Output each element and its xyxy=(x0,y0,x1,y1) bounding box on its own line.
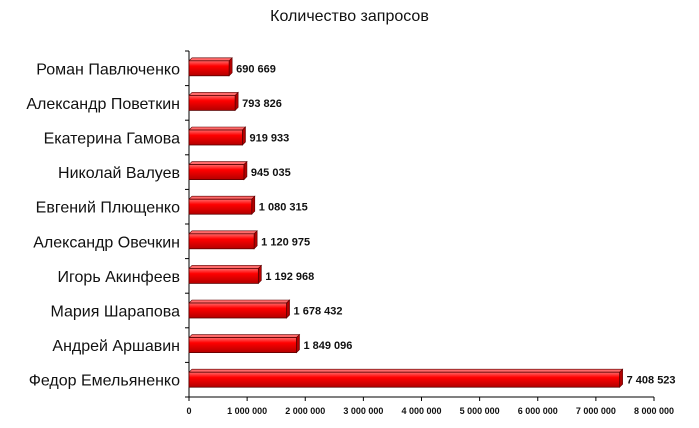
value-label: 945 035 xyxy=(251,167,291,179)
bar-side-face xyxy=(258,264,262,285)
bar xyxy=(188,198,253,215)
value-label: 690 669 xyxy=(236,63,276,75)
bar-top-face xyxy=(188,92,239,96)
bar xyxy=(188,60,230,77)
bar-side-face xyxy=(242,126,246,146)
value-label: 1 080 315 xyxy=(259,202,308,214)
value-label: 793 826 xyxy=(242,98,282,110)
value-label: 1 120 975 xyxy=(261,236,310,248)
bar xyxy=(188,129,243,146)
category-label: Николай Валуев xyxy=(58,165,180,182)
bar-top-face xyxy=(188,230,258,235)
category-label: Евгений Плющенко xyxy=(36,200,180,217)
bar-top-face xyxy=(188,299,291,304)
bar-top-face xyxy=(188,161,248,165)
bar-top-face xyxy=(188,195,256,200)
bar xyxy=(188,95,236,111)
bar-side-face xyxy=(619,368,623,388)
bar xyxy=(188,302,287,319)
category-label: Мария Шарапова xyxy=(51,304,181,321)
category-label: Александр Поветкин xyxy=(26,96,180,113)
bar-top-face xyxy=(188,126,247,131)
x-tick-label: 3 000 000 xyxy=(343,406,383,416)
value-label: 919 933 xyxy=(249,133,289,145)
bar-side-face xyxy=(296,333,300,354)
category-label: Игорь Акинфеев xyxy=(58,269,180,286)
x-tick-label: 4 000 000 xyxy=(401,406,441,416)
category-label: Роман Павлюченко xyxy=(36,61,180,78)
bar-top-face xyxy=(188,334,301,338)
bar-side-face xyxy=(253,230,258,250)
x-tick-label: 2 000 000 xyxy=(285,406,325,416)
bar xyxy=(188,267,259,284)
bar-side-face xyxy=(234,91,239,112)
value-label: 7 408 523 xyxy=(627,375,676,387)
x-tick-label: 0 xyxy=(186,406,191,416)
x-tick-label: 8 000 000 xyxy=(634,406,674,416)
value-label: 1 849 096 xyxy=(303,340,352,352)
bar xyxy=(188,371,621,388)
bar xyxy=(188,164,245,181)
bar-top-face xyxy=(188,265,263,269)
category-label: Александр Овечкин xyxy=(33,234,180,251)
bar xyxy=(188,233,255,250)
x-tick-label: 7 000 000 xyxy=(576,406,616,416)
chart-title: Количество запросов xyxy=(270,8,429,25)
value-label: 1 192 968 xyxy=(265,271,314,283)
bar-side-face xyxy=(243,160,248,181)
bar-side-face xyxy=(251,195,256,215)
x-tick-label: 5 000 000 xyxy=(460,406,500,416)
value-label: 1 678 432 xyxy=(294,306,343,318)
bar-side-face xyxy=(228,57,233,77)
bar-side-face xyxy=(286,299,290,319)
x-tick-label: 6 000 000 xyxy=(518,406,558,416)
category-label: Федор Емельяненко xyxy=(29,373,180,390)
bar-top-face xyxy=(188,57,233,62)
category-label: Екатерина Гамова xyxy=(44,131,181,148)
bar-top-face xyxy=(188,368,624,373)
category-label: Андрей Аршавин xyxy=(52,338,180,355)
bar xyxy=(188,337,297,354)
x-tick-label: 1 000 000 xyxy=(227,406,267,416)
